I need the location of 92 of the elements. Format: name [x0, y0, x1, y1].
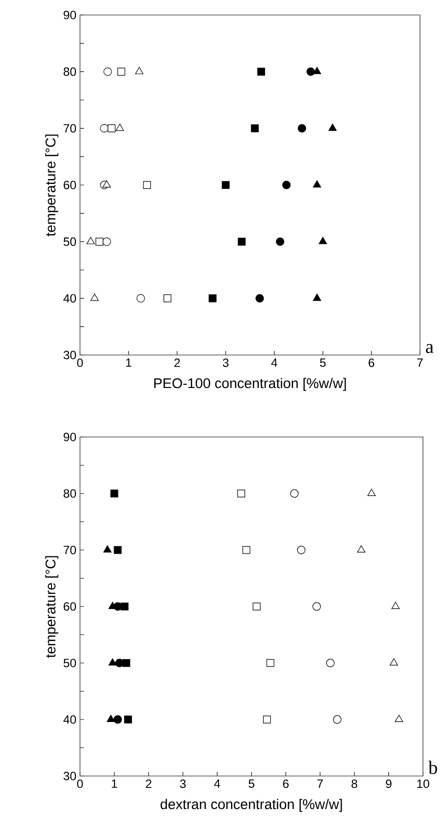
point [222, 181, 230, 189]
point [208, 294, 216, 302]
y-tick-label: 60 [64, 602, 76, 611]
point [114, 715, 122, 724]
point [108, 124, 116, 132]
text: b [428, 760, 438, 774]
point [328, 124, 337, 131]
point [100, 124, 108, 133]
x-tick-label: 4 [271, 358, 278, 367]
y-tick-label: 50 [64, 237, 76, 246]
y-tick-label: 40 [63, 294, 76, 303]
point [312, 602, 321, 611]
y-tick-label: 80 [64, 67, 76, 76]
point [257, 68, 266, 76]
x-tick-label: 7 [317, 780, 323, 788]
x-tick-label: 6 [368, 358, 374, 368]
point [116, 124, 124, 131]
point [102, 237, 111, 246]
point [306, 67, 315, 76]
y-axis-title: temperature [°C] [45, 556, 58, 658]
x-axis-title: dextran concentration [%w/w] [160, 798, 342, 812]
x-tick-label: 3 [180, 780, 186, 788]
y-tick-label: 60 [64, 180, 76, 190]
y-tick-label: 70 [64, 124, 76, 133]
point [114, 546, 122, 554]
x-tick-label: 0 [77, 358, 83, 368]
point [108, 658, 117, 666]
y-tick-label: 50 [64, 658, 76, 668]
text: a [426, 344, 434, 354]
point [238, 238, 246, 246]
y-axis-title: temperature [°C] [45, 134, 58, 236]
point [282, 180, 291, 190]
y-tick-label: 30 [64, 350, 76, 360]
x-tick-label: 7 [417, 358, 423, 367]
point [256, 294, 264, 303]
point [297, 546, 306, 554]
point [318, 236, 327, 244]
y-tick-label: 70 [64, 546, 76, 554]
point [357, 545, 366, 552]
point [250, 124, 259, 132]
x-axis-title: PEO-100 concentration [%w/w] [154, 378, 346, 391]
point [117, 68, 126, 76]
point [136, 294, 145, 303]
point [312, 66, 322, 74]
point [90, 294, 99, 301]
y-tick-label: 80 [64, 489, 76, 498]
point [135, 66, 144, 74]
point [96, 238, 104, 246]
point [290, 489, 299, 498]
point [390, 658, 398, 666]
point [124, 716, 132, 724]
x-tick-label: 2 [174, 358, 180, 367]
point [120, 602, 128, 610]
point [122, 659, 130, 667]
y-tick-label: 40 [63, 715, 76, 724]
point [263, 716, 271, 724]
point [276, 237, 284, 246]
x-tick-label: 9 [386, 780, 392, 788]
x-tick-label: 1 [112, 780, 118, 788]
point [252, 602, 261, 610]
point [298, 124, 306, 133]
point [106, 714, 115, 722]
x-tick-label: 5 [320, 358, 326, 367]
point [266, 659, 274, 667]
point [103, 545, 112, 552]
point [394, 714, 404, 722]
point [367, 488, 376, 496]
x-tick-label: 0 [77, 780, 83, 788]
point [326, 658, 335, 668]
y-tick-label: 90 [64, 432, 76, 442]
point [86, 236, 95, 244]
y-tick-label: 90 [64, 10, 76, 20]
point [102, 180, 111, 188]
x-tick-label: 8 [352, 780, 358, 788]
point [164, 294, 172, 302]
point [333, 715, 342, 724]
x-tick-label: 1 [126, 358, 132, 367]
point [312, 294, 322, 301]
point [391, 602, 400, 609]
y-tick-label: 30 [64, 772, 76, 780]
x-tick-label: 5 [248, 780, 254, 788]
x-tick-label: 3 [222, 358, 229, 368]
x-tick-label: 2 [146, 780, 152, 788]
x-tick-label: 6 [283, 780, 289, 788]
point [110, 490, 118, 498]
point [237, 490, 246, 498]
x-tick-label: 10 [417, 780, 430, 788]
point [143, 181, 151, 189]
point [103, 67, 112, 76]
x-tick-label: 4 [214, 780, 220, 788]
point [312, 180, 322, 188]
point [242, 546, 250, 554]
